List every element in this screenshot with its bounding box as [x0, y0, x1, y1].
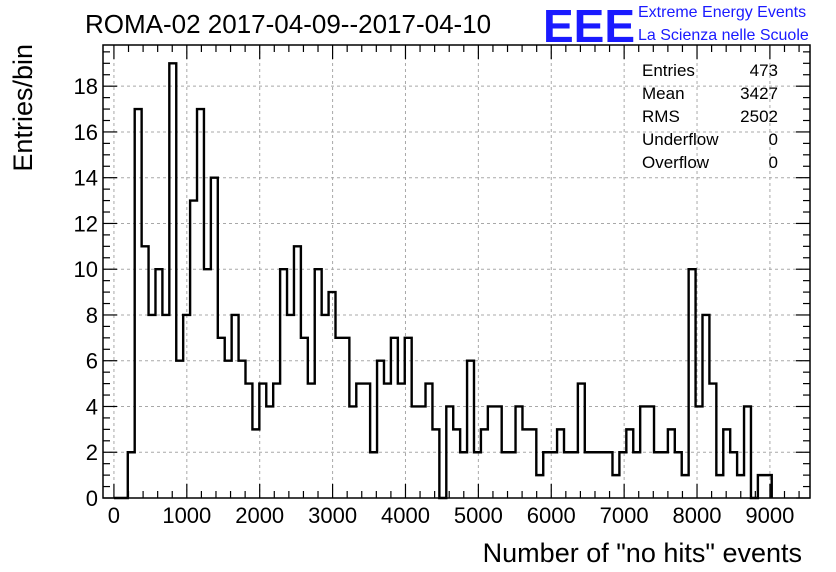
stats-overflow-value: 0 — [769, 153, 778, 172]
histogram-bin — [585, 452, 592, 498]
histogram-bin — [308, 384, 315, 498]
histogram-bin — [336, 338, 343, 498]
stats-entries-label: Entries — [642, 61, 695, 80]
y-tick-label: 2 — [86, 440, 98, 465]
histogram-outline — [113, 62, 773, 500]
histogram-bin — [509, 452, 516, 498]
logo: EEE Extreme Energy Events La Scienza nel… — [543, 0, 809, 52]
histogram-bin — [176, 361, 183, 498]
x-tick-label: 9000 — [745, 503, 794, 528]
axes: 0 1000 2000 3000 4000 5000 6000 7000 8000 9000024… — [74, 44, 811, 528]
histogram-bin — [398, 384, 405, 498]
stats-entries-value: 473 — [750, 61, 778, 80]
x-tick-label: 7000 — [600, 503, 649, 528]
x-axis-label: Number of "no hits" events — [483, 538, 802, 568]
logo-line-1: Extreme Energy Events — [638, 4, 806, 21]
y-tick-label: 4 — [86, 394, 98, 419]
x-tick-label: 3000 — [308, 503, 357, 528]
histogram-bin — [661, 452, 668, 498]
stats-box: Entries 473 Mean 3427 RMS 2502 Underflow… — [642, 61, 778, 172]
histogram-bin — [571, 452, 578, 498]
y-tick-label: 12 — [74, 211, 98, 236]
stats-mean-value: 3427 — [740, 84, 778, 103]
y-tick-label: 6 — [86, 349, 98, 374]
histogram-bin — [204, 269, 211, 498]
histogram-bin — [654, 452, 661, 498]
histogram-bars — [113, 62, 773, 500]
x-tick-label: 8000 — [673, 503, 722, 528]
histogram-bin — [384, 384, 391, 498]
y-tick-label: 16 — [74, 120, 98, 145]
histogram-bin — [536, 475, 543, 498]
stats-underflow-label: Underflow — [642, 130, 719, 149]
x-tick-label: 1000 — [162, 503, 211, 528]
stats-underflow-value: 0 — [769, 130, 778, 149]
stats-mean-label: Mean — [642, 84, 685, 103]
histogram-bin — [225, 361, 232, 498]
plot-frame — [102, 44, 811, 499]
histogram-bin — [564, 452, 571, 498]
x-tick-label: 4000 — [381, 503, 430, 528]
x-tick-label: 6000 — [527, 503, 576, 528]
histogram-bin — [716, 475, 723, 498]
stats-rms-value: 2502 — [740, 107, 778, 126]
y-tick-label: 14 — [74, 166, 98, 191]
chart-title: ROMA-02 2017-04-09--2017-04-10 — [85, 9, 491, 39]
logo-letters: EEE — [543, 0, 635, 52]
histogram-bin — [252, 429, 259, 498]
histogram-bin — [474, 452, 481, 498]
y-axis-label: Entries/bin — [8, 44, 38, 172]
logo-line-2: La Scienza nelle Scuole — [638, 27, 809, 44]
histogram-bin — [599, 452, 606, 498]
x-tick-label: 5000 — [454, 503, 503, 528]
y-tick-label: 18 — [74, 74, 98, 99]
histogram-bin — [522, 429, 529, 498]
stats-rms-label: RMS — [642, 107, 680, 126]
y-tick-label: 10 — [74, 257, 98, 282]
stats-overflow-label: Overflow — [642, 153, 710, 172]
x-tick-label: 2000 — [235, 503, 284, 528]
histogram-bin — [612, 475, 619, 498]
x-tick-label: 0 — [108, 503, 120, 528]
y-tick-label: 0 — [86, 486, 98, 511]
y-tick-label: 8 — [86, 303, 98, 328]
